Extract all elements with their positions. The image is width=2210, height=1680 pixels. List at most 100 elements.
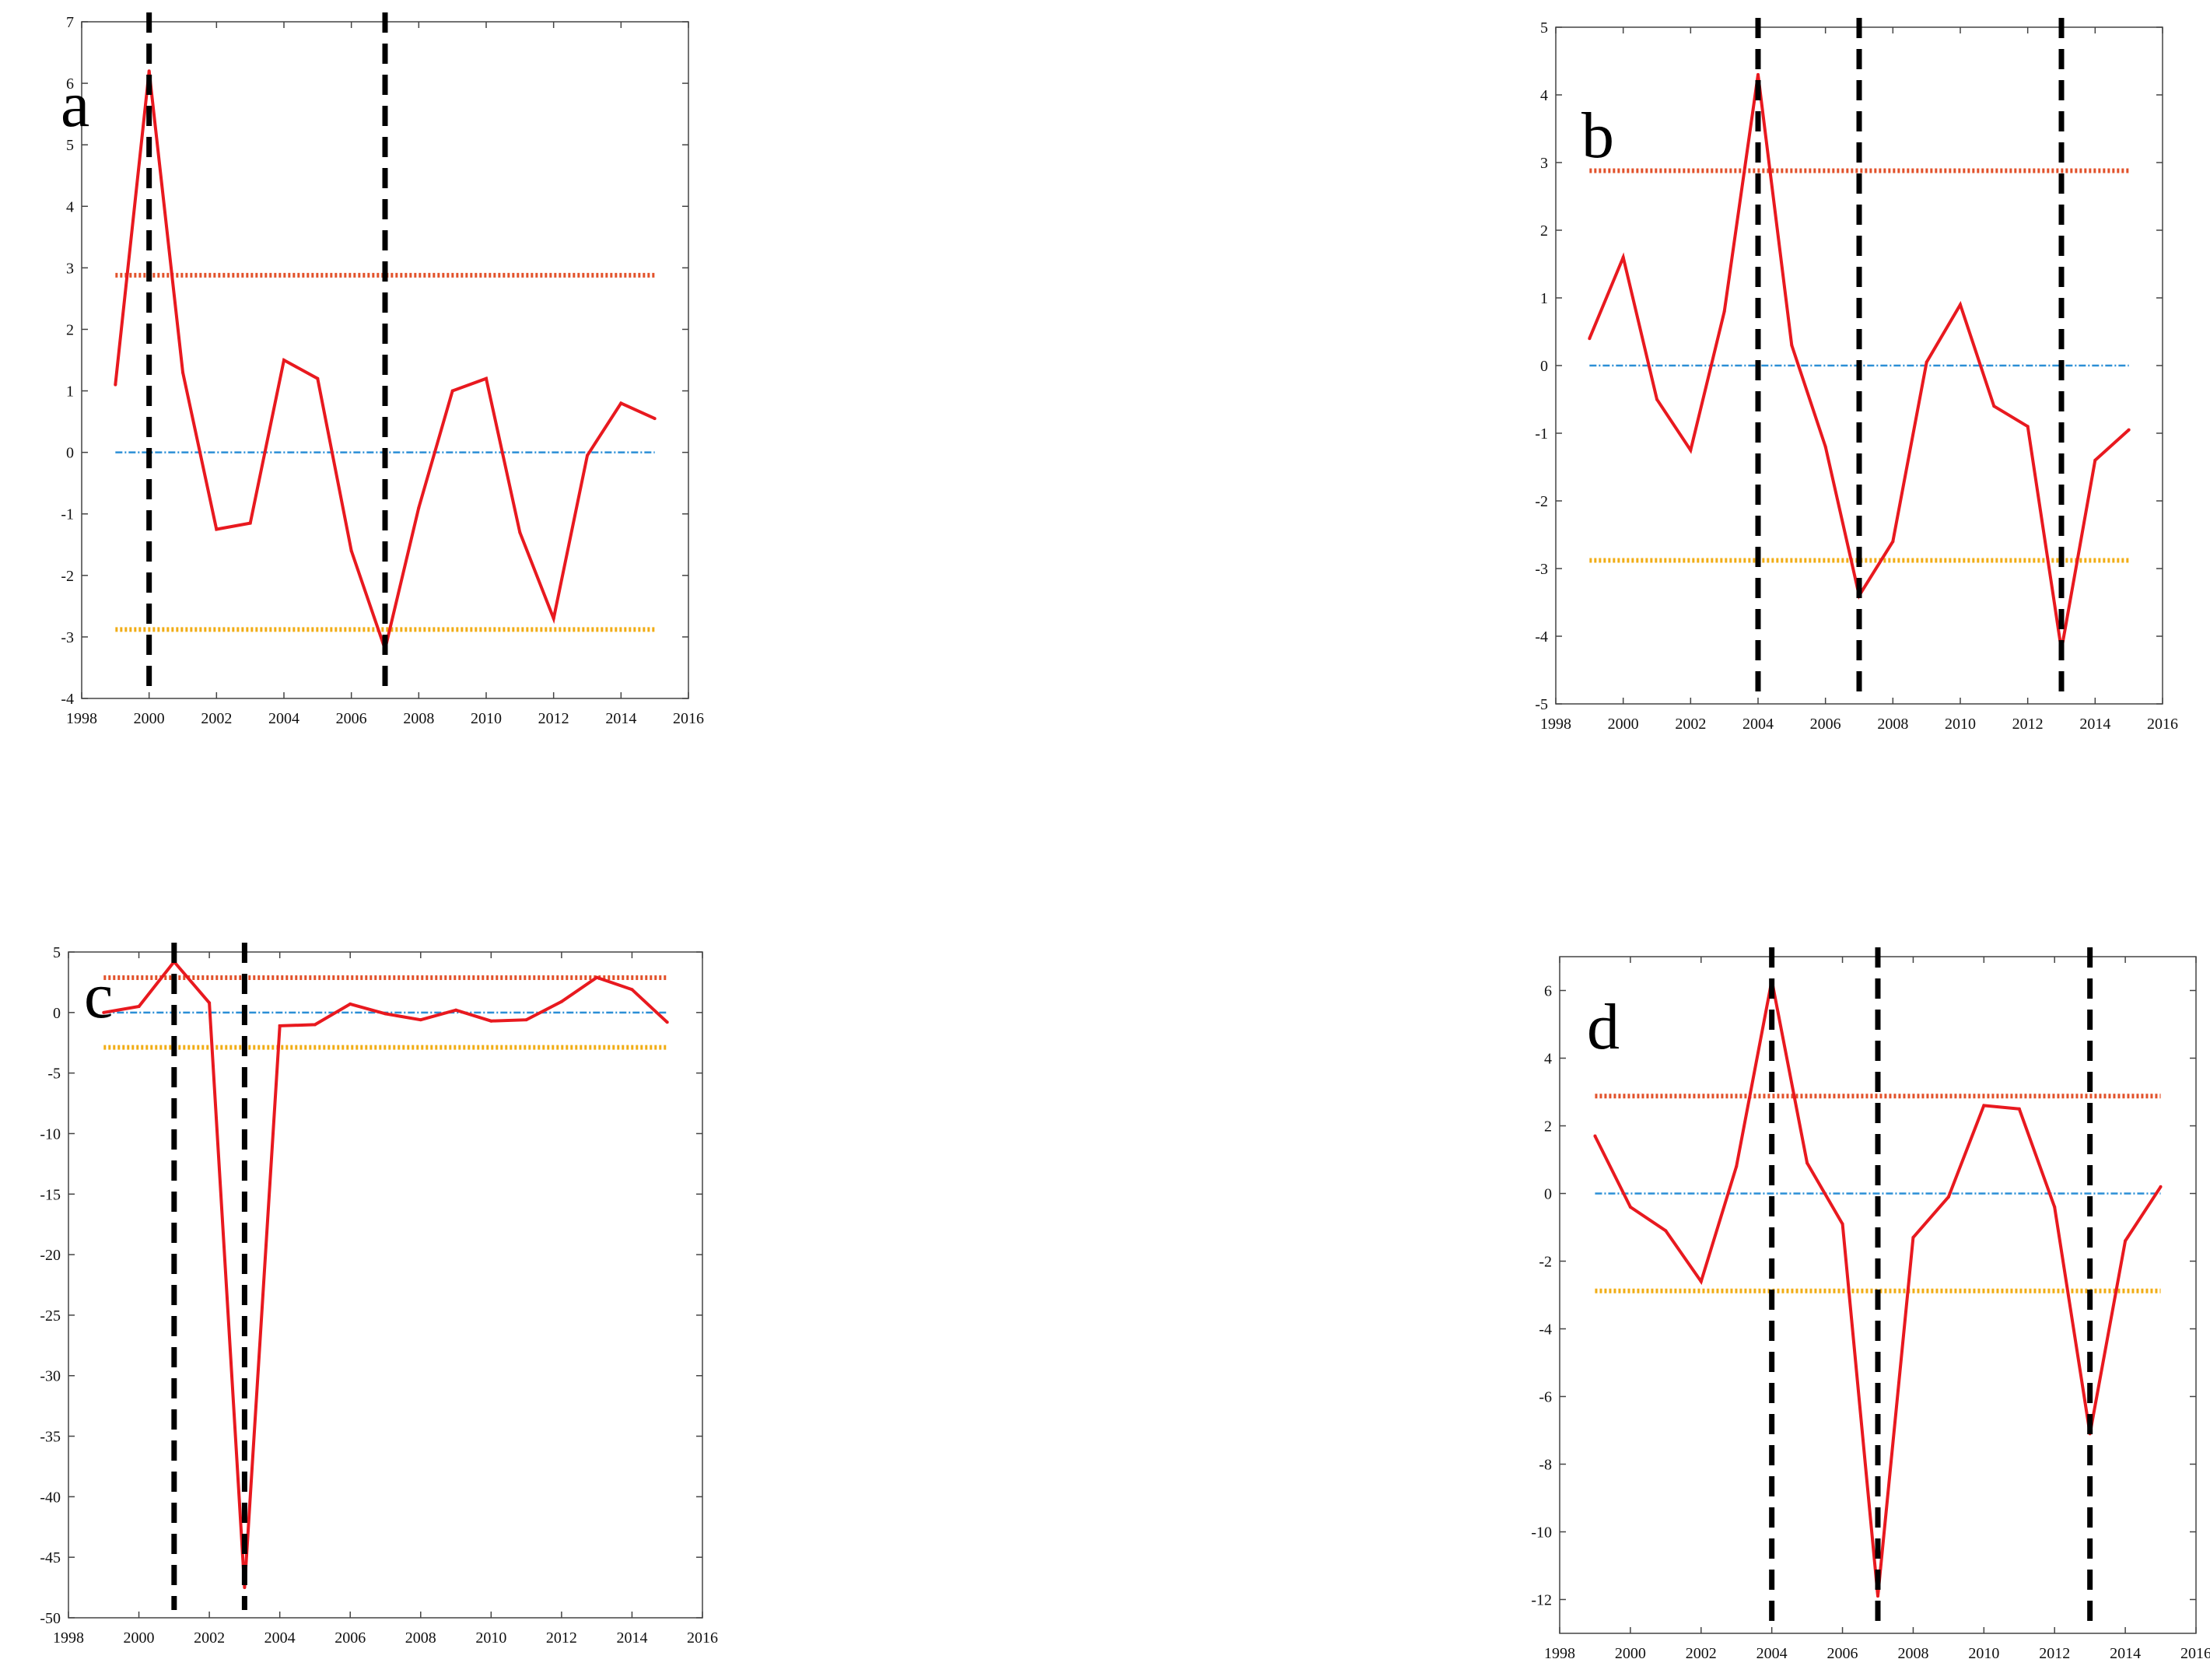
data-point bbox=[208, 1001, 212, 1005]
y-tick-label: -12 bbox=[1531, 1592, 1552, 1609]
data-point bbox=[248, 521, 252, 525]
y-tick-label: -6 bbox=[1539, 1389, 1552, 1406]
x-tick-label: 2012 bbox=[2012, 716, 2044, 733]
data-point bbox=[1790, 343, 1794, 347]
data-point bbox=[1621, 255, 1625, 259]
y-tick-label: 4 bbox=[1544, 1051, 1552, 1068]
data-point bbox=[454, 1008, 458, 1012]
y-tick-label: -35 bbox=[40, 1429, 61, 1446]
data-point bbox=[102, 1010, 106, 1014]
data-point bbox=[2026, 425, 2030, 429]
y-tick-label: -10 bbox=[40, 1125, 61, 1143]
data-point bbox=[1982, 1104, 1986, 1108]
x-tick-label: 2000 bbox=[124, 1629, 155, 1647]
y-tick-label: -3 bbox=[61, 629, 74, 646]
data-point bbox=[349, 549, 353, 553]
plot-frame bbox=[68, 951, 703, 1619]
y-tick-label: 7 bbox=[66, 14, 74, 31]
series-line bbox=[103, 959, 669, 1588]
data-point bbox=[559, 999, 563, 1003]
data-point bbox=[316, 376, 320, 380]
y-tick-label: 0 bbox=[1540, 358, 1548, 375]
chart-panel-d: -12 -10 -8 -6 -4 -2 0 2 4 6 1998 2000 2002 2004 2006 20… bbox=[1478, 918, 2210, 1680]
data-point bbox=[1655, 397, 1658, 401]
y-tick-label: -1 bbox=[1535, 425, 1548, 443]
data-point bbox=[1911, 1236, 1915, 1240]
data-point bbox=[1840, 1222, 1844, 1226]
x-tick-label: 2012 bbox=[2039, 1645, 2070, 1662]
data-point bbox=[1805, 1161, 1809, 1165]
y-tick-label: -15 bbox=[40, 1186, 61, 1203]
y-tick-label: -4 bbox=[1535, 628, 1548, 646]
y-tick-label: -45 bbox=[40, 1549, 61, 1566]
data-point bbox=[147, 69, 151, 73]
data-point bbox=[137, 1005, 141, 1009]
y-tick-label: 6 bbox=[1544, 983, 1552, 1000]
x-tick-label: 2004 bbox=[268, 710, 299, 727]
x-tick-label: 2002 bbox=[1686, 1645, 1717, 1662]
data-point bbox=[630, 988, 634, 992]
data-point bbox=[489, 1019, 493, 1023]
panel-label: c bbox=[84, 960, 113, 1032]
y-tick-label: 2 bbox=[66, 321, 74, 338]
panel-label: b bbox=[1581, 100, 1614, 172]
data-point bbox=[1946, 1195, 1950, 1199]
data-point bbox=[1756, 72, 1760, 76]
data-point bbox=[450, 389, 454, 393]
y-tick-label: -5 bbox=[47, 1066, 61, 1083]
x-tick-label: 1998 bbox=[1540, 716, 1571, 733]
y-tick-label: 1 bbox=[66, 383, 74, 401]
y-tick-label: -3 bbox=[1535, 561, 1548, 578]
data-point bbox=[1593, 1134, 1597, 1138]
y-tick-label: -1 bbox=[61, 506, 74, 523]
x-tick-label: 2006 bbox=[336, 710, 367, 727]
y-tick-label: 4 bbox=[66, 198, 74, 215]
y-tick-label: -50 bbox=[40, 1610, 61, 1627]
data-point bbox=[619, 401, 623, 405]
x-tick-label: 2002 bbox=[201, 710, 232, 727]
x-tick-label: 2000 bbox=[1615, 1645, 1646, 1662]
y-tick-label: 3 bbox=[66, 260, 74, 277]
chart-a-svg: -4 -3 -2 -1 0 1 2 3 4 5 6 7 1998 2000 2002 2004 2006 2008… bbox=[61, 12, 704, 727]
y-tick-label: 5 bbox=[66, 137, 74, 154]
y-tick-label: -8 bbox=[1539, 1457, 1552, 1474]
data-point bbox=[2124, 1239, 2128, 1243]
data-point bbox=[1735, 1164, 1739, 1168]
x-tick-label: 1998 bbox=[1544, 1645, 1575, 1662]
data-point bbox=[384, 1012, 387, 1016]
y-tick-label: 0 bbox=[66, 445, 74, 462]
y-tick-label: -2 bbox=[1539, 1254, 1552, 1271]
x-tick-label: 2000 bbox=[134, 710, 165, 727]
x-tick-label: 2004 bbox=[1756, 1645, 1788, 1662]
data-point bbox=[1992, 404, 1996, 408]
y-tick-label: 5 bbox=[53, 944, 61, 961]
data-point bbox=[518, 530, 522, 534]
data-point bbox=[1925, 360, 1928, 364]
chart-panel-c: -50 -45 -40 -35 -30 -25 -20 -15 -10 -5 0 5 1998 2000 2… bbox=[0, 918, 723, 1680]
data-point bbox=[1628, 1205, 1632, 1209]
x-tick-label: 2006 bbox=[1810, 716, 1841, 733]
data-point bbox=[181, 370, 184, 374]
y-tick-label: 1 bbox=[1540, 290, 1548, 307]
x-tick-label: 2010 bbox=[1945, 716, 1976, 733]
data-point bbox=[215, 527, 219, 531]
x-tick-label: 2016 bbox=[2147, 716, 2178, 733]
x-tick-label: 2010 bbox=[1968, 1645, 1999, 1662]
y-tick-label: -30 bbox=[40, 1368, 61, 1385]
data-point bbox=[1588, 337, 1592, 341]
data-point bbox=[653, 417, 657, 421]
data-point bbox=[419, 1018, 422, 1022]
data-point bbox=[313, 1023, 317, 1027]
x-tick-label: 2008 bbox=[1897, 1645, 1928, 1662]
y-tick-label: 2 bbox=[1544, 1118, 1552, 1136]
data-point bbox=[282, 359, 285, 362]
y-tick-label: -2 bbox=[1535, 493, 1548, 510]
x-tick-label: 2008 bbox=[1877, 716, 1908, 733]
x-tick-label: 2002 bbox=[1675, 716, 1706, 733]
data-point bbox=[243, 1586, 247, 1590]
y-tick-label: -25 bbox=[40, 1307, 61, 1325]
chart-panel-b: -5 -4 -3 -2 -1 0 1 2 3 4 5 1998 2000 2002 2004 2006 2008… bbox=[1462, 0, 2178, 762]
data-point bbox=[2053, 1205, 2057, 1209]
x-tick-label: 2014 bbox=[605, 710, 636, 727]
x-tick-label: 2008 bbox=[403, 710, 434, 727]
